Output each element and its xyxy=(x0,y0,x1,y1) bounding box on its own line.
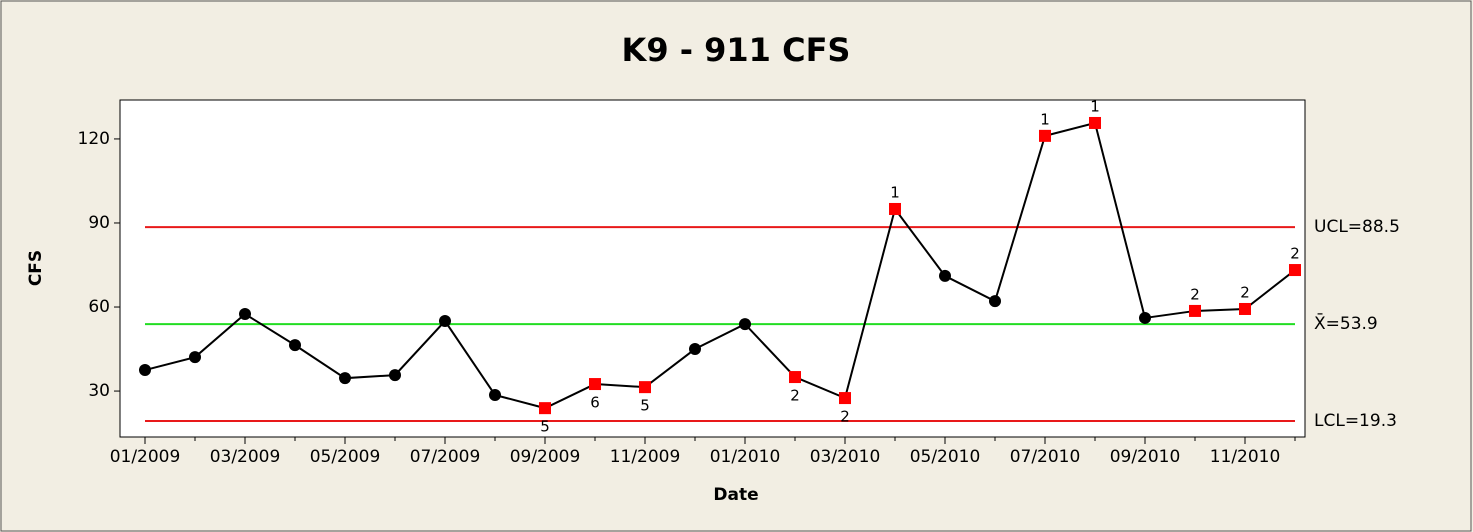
x-tick-label: 03/2009 xyxy=(210,447,281,467)
flagged-point xyxy=(1039,129,1051,142)
test-label: 2 xyxy=(1240,283,1250,301)
y-tick-label: 90 xyxy=(88,213,110,233)
test-label: 1 xyxy=(890,183,900,201)
chart-title: K9 - 911 CFS xyxy=(622,31,851,69)
x-tick-label: 01/2009 xyxy=(110,447,181,467)
point xyxy=(939,269,951,282)
limit-label: LCL=19.3 xyxy=(1314,411,1397,431)
flagged-point xyxy=(1189,304,1201,317)
plot-area xyxy=(119,99,1306,438)
limit-label: X̄=53.9 xyxy=(1314,312,1378,334)
x-tick-label: 03/2010 xyxy=(810,447,881,467)
flagged-point xyxy=(639,381,651,394)
test-label: 1 xyxy=(1090,97,1100,115)
point xyxy=(989,295,1001,308)
x-tick-label: 05/2010 xyxy=(910,447,981,467)
flagged-point xyxy=(1239,302,1251,315)
flagged-point xyxy=(889,202,901,215)
x-tick-label: 11/2009 xyxy=(610,447,681,467)
x-tick-label: 09/2010 xyxy=(1110,447,1181,467)
flagged-point xyxy=(539,402,551,415)
flagged-point xyxy=(789,371,801,384)
test-label: 2 xyxy=(790,387,800,405)
point xyxy=(389,369,401,382)
point xyxy=(289,339,301,352)
y-tick-label: 30 xyxy=(88,381,110,401)
point xyxy=(489,388,501,401)
x-tick-label: 11/2010 xyxy=(1210,447,1281,467)
x-tick-label: 07/2009 xyxy=(410,447,481,467)
flagged-point xyxy=(1089,116,1101,129)
x-tick-label: 09/2009 xyxy=(510,447,581,467)
y-axis-label: CFS xyxy=(26,250,46,286)
x-tick-label: 07/2010 xyxy=(1010,447,1081,467)
flagged-point xyxy=(839,392,851,405)
x-tick-label: 01/2010 xyxy=(710,447,781,467)
flagged-point xyxy=(589,378,601,391)
limit-label: UCL=88.5 xyxy=(1314,217,1400,237)
point xyxy=(689,343,701,356)
point xyxy=(339,372,351,385)
point xyxy=(739,318,751,331)
x-axis-label: Date xyxy=(713,485,758,505)
y-tick-label: 120 xyxy=(78,129,110,149)
data-line xyxy=(144,121,1296,410)
point xyxy=(139,364,151,377)
test-label: 2 xyxy=(840,408,850,426)
point xyxy=(1139,311,1151,324)
x-tick-label: 05/2009 xyxy=(310,447,381,467)
test-label: 5 xyxy=(640,397,650,415)
test-label: 2 xyxy=(1290,245,1300,263)
y-tick-label: 60 xyxy=(88,297,110,317)
test-label: 6 xyxy=(590,394,600,412)
point xyxy=(239,308,251,321)
test-label: 5 xyxy=(540,418,550,436)
flagged-point xyxy=(1289,264,1301,277)
test-label: 2 xyxy=(1190,285,1200,303)
point xyxy=(439,315,451,328)
test-label: 1 xyxy=(1040,110,1050,128)
point xyxy=(189,351,201,364)
